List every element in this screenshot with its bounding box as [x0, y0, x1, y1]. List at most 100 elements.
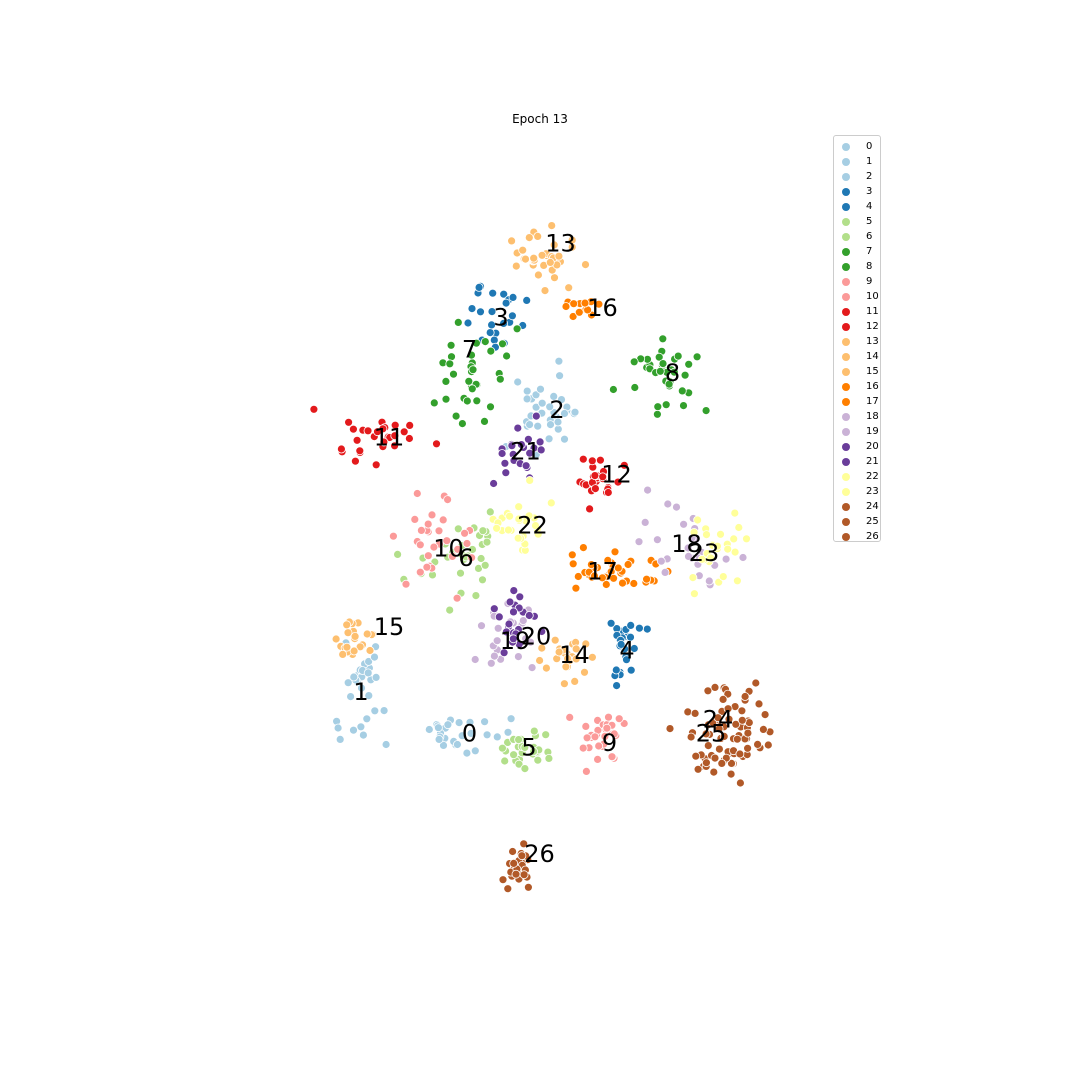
point-class-12 — [613, 477, 623, 487]
point-class-10 — [429, 542, 439, 552]
cluster-label-0: 0 — [462, 720, 477, 748]
point-class-6 — [456, 568, 465, 578]
point-class-10 — [434, 526, 444, 536]
legend-item-25: 25 — [834, 514, 882, 529]
legend-item-1: 1 — [834, 154, 882, 169]
point-class-0 — [452, 740, 462, 749]
point-class-8 — [655, 366, 665, 376]
point-class-19 — [493, 623, 503, 633]
point-class-7 — [486, 346, 496, 356]
point-class-2 — [554, 356, 564, 366]
point-class-11 — [404, 434, 414, 443]
point-class-25 — [726, 769, 736, 779]
legend-item-19: 19 — [834, 424, 882, 439]
point-class-12 — [591, 484, 600, 494]
point-class-22 — [503, 525, 513, 535]
point-class-8 — [653, 402, 663, 412]
series-14 — [535, 635, 597, 689]
legend-item-23: 23 — [834, 484, 882, 499]
point-class-25 — [703, 741, 713, 750]
point-class-25 — [743, 728, 753, 738]
legend-label: 20 — [866, 441, 879, 452]
point-class-8 — [630, 383, 640, 392]
point-class-24 — [683, 707, 693, 717]
point-class-3 — [499, 318, 509, 328]
point-class-23 — [734, 523, 744, 532]
point-class-23 — [716, 529, 725, 539]
legend-marker — [842, 218, 850, 226]
point-class-2 — [560, 409, 569, 418]
point-class-5 — [514, 735, 523, 744]
point-class-0 — [465, 717, 475, 727]
cluster-label-12: 12 — [601, 461, 632, 489]
legend-marker — [842, 308, 850, 316]
point-class-14 — [563, 654, 572, 663]
point-class-16 — [594, 299, 604, 309]
point-class-7 — [471, 338, 481, 348]
point-class-13 — [537, 250, 547, 260]
point-class-10 — [423, 519, 433, 529]
cluster-label-24: 24 — [703, 706, 734, 734]
legend-marker — [842, 428, 850, 436]
point-class-8 — [701, 406, 711, 416]
point-class-9 — [582, 767, 591, 776]
point-class-8 — [654, 352, 664, 362]
legend-label: 16 — [866, 381, 879, 392]
point-class-14 — [571, 644, 581, 654]
point-class-9 — [602, 723, 612, 733]
point-class-24 — [754, 699, 764, 709]
point-class-26 — [508, 847, 517, 856]
series-22 — [488, 475, 556, 555]
point-class-2 — [513, 377, 523, 387]
point-class-9 — [593, 755, 602, 764]
point-class-3 — [476, 307, 485, 317]
point-class-10 — [443, 495, 453, 505]
legend-marker — [842, 203, 850, 211]
point-class-15 — [331, 634, 341, 644]
point-class-9 — [594, 741, 604, 751]
point-class-7 — [451, 411, 461, 421]
point-class-25 — [714, 724, 724, 734]
point-class-1 — [381, 740, 391, 749]
point-class-3 — [499, 289, 509, 299]
legend-label: 11 — [866, 306, 879, 317]
point-class-8 — [677, 386, 687, 396]
series-25 — [665, 715, 773, 788]
point-class-12 — [578, 454, 588, 464]
point-class-7 — [502, 351, 512, 361]
point-class-25 — [763, 740, 773, 750]
series-23 — [688, 508, 751, 599]
point-class-18 — [663, 499, 673, 509]
point-class-11 — [432, 439, 441, 449]
cluster-label-23: 23 — [689, 539, 720, 567]
point-class-4 — [622, 655, 631, 665]
point-class-10 — [453, 544, 463, 554]
point-class-4 — [606, 618, 616, 628]
point-class-13 — [567, 235, 577, 245]
legend-marker — [842, 188, 850, 196]
point-class-7 — [447, 352, 456, 362]
point-class-12 — [590, 471, 600, 481]
point-class-13 — [534, 270, 543, 280]
cluster-label-7: 7 — [462, 336, 477, 364]
point-class-16 — [568, 312, 578, 321]
point-class-11 — [363, 426, 373, 436]
point-class-20 — [509, 607, 518, 617]
point-class-2 — [545, 402, 555, 412]
point-class-5 — [541, 730, 551, 740]
point-class-1 — [356, 722, 366, 732]
legend-item-6: 6 — [834, 229, 882, 244]
point-class-12 — [619, 460, 629, 470]
point-class-25 — [693, 764, 703, 774]
point-class-2 — [549, 391, 559, 401]
point-class-5 — [514, 759, 524, 769]
point-class-14 — [581, 639, 591, 649]
point-class-13 — [547, 221, 557, 231]
point-class-20 — [509, 586, 519, 595]
point-class-10 — [447, 552, 457, 561]
point-class-8 — [673, 351, 683, 361]
point-class-16 — [574, 307, 584, 317]
point-class-13 — [554, 251, 564, 261]
point-class-7 — [467, 350, 476, 360]
legend-label: 15 — [866, 366, 879, 377]
